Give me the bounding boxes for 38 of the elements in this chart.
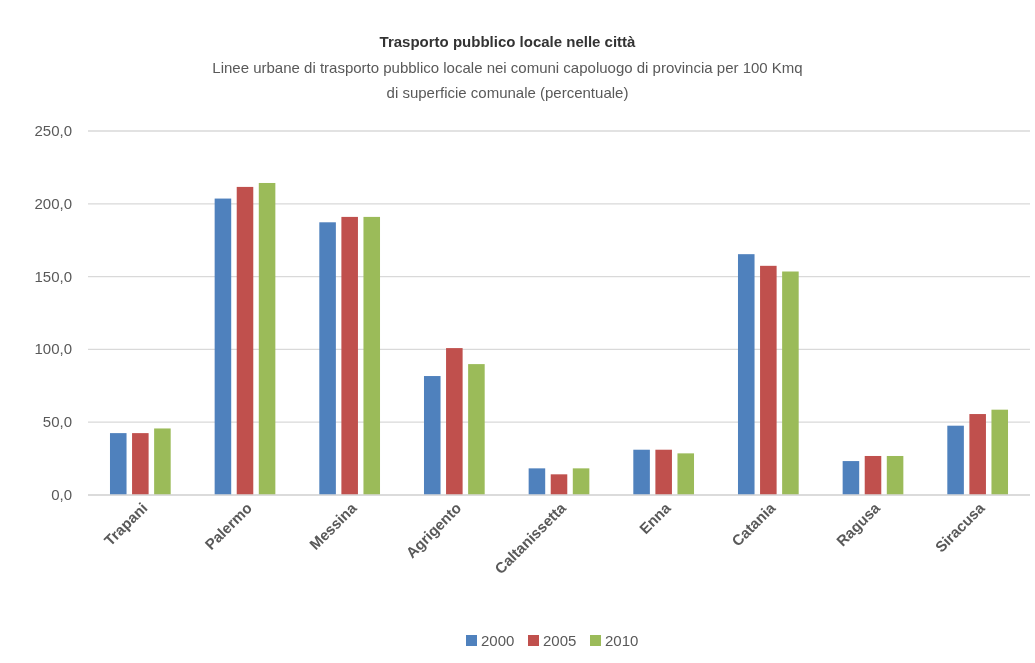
y-tick-label: 100,0: [34, 340, 72, 358]
bar: [154, 428, 171, 495]
chart-subtitle: Linee urbane di trasporto pubblico locale nei comuni capoluogo di provincia per 100 Kmq di superficie comunale (percentuale): [212, 59, 803, 101]
bar: [258, 182, 276, 495]
bar: [341, 216, 358, 495]
legend-label: 2010: [605, 632, 639, 649]
bar: [737, 254, 755, 495]
bar: [633, 449, 650, 495]
bar: [991, 409, 1009, 495]
bar: [969, 414, 986, 495]
bar: [886, 455, 904, 495]
bar: [864, 455, 882, 495]
legend-label: 2000: [481, 632, 515, 649]
bar: [468, 364, 485, 495]
y-tick-label: 150,0: [34, 267, 72, 285]
y-tick-label: 0,0: [51, 486, 72, 503]
bar: [363, 216, 381, 495]
y-tick-label: 200,0: [34, 194, 72, 212]
bar: [109, 433, 127, 495]
bar: [760, 265, 777, 495]
bar: [446, 348, 463, 495]
bar: [528, 468, 546, 495]
y-tick-label: 50,0: [42, 413, 72, 431]
bar: [214, 198, 232, 495]
chart-title: Trasporto pubblico locale nelle città: [379, 33, 637, 50]
bar: [236, 186, 254, 495]
bar: [319, 222, 336, 495]
bar: [550, 474, 568, 495]
bar: [947, 425, 964, 495]
bar: [132, 433, 149, 495]
bar: [677, 453, 695, 495]
bar: [655, 449, 672, 495]
y-tick-label: 250,0: [34, 122, 72, 139]
bar: [842, 461, 860, 495]
legend-label: 2005: [543, 632, 577, 649]
bar: [782, 271, 799, 495]
bar: [423, 376, 441, 495]
bar: [572, 468, 590, 495]
